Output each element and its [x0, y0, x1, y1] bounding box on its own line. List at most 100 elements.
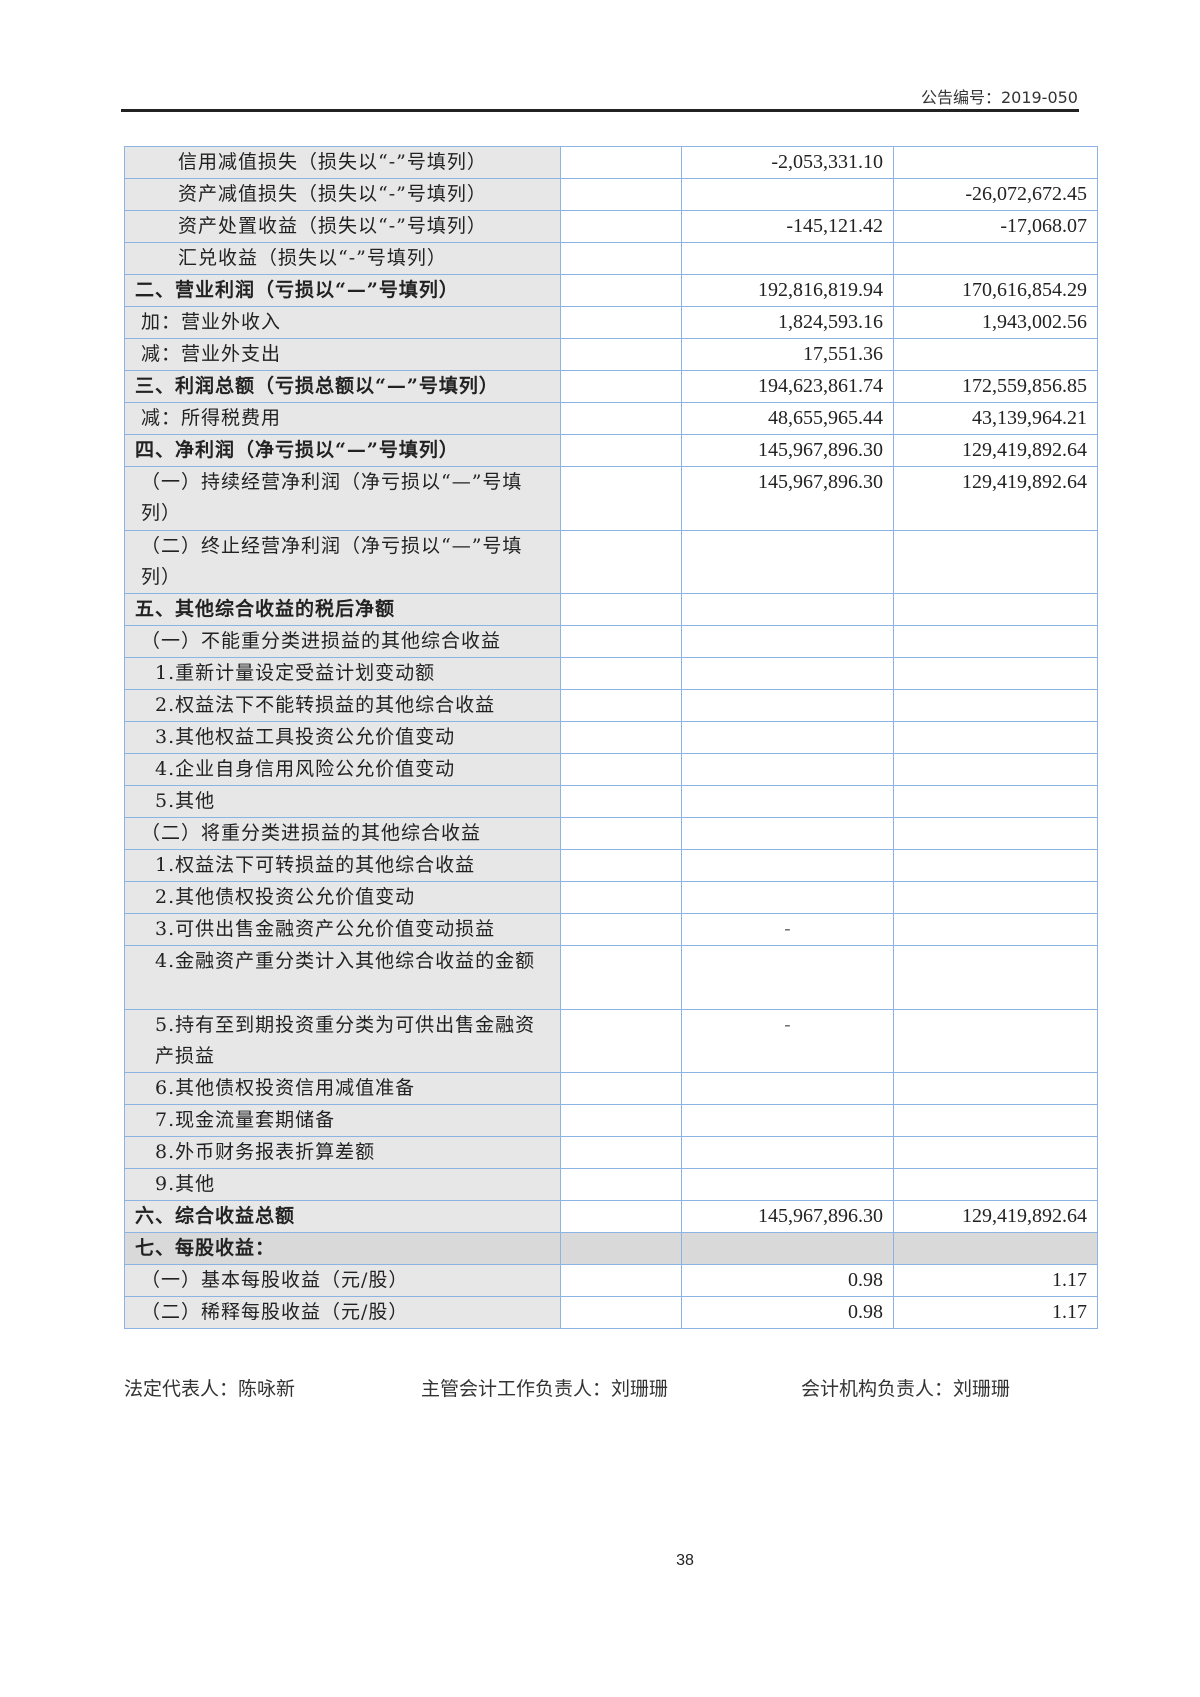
table-row: 汇兑收益（损失以“-”号填列） — [124, 242, 1098, 275]
header-rule — [121, 109, 1079, 112]
prior-period-value — [893, 1168, 1098, 1202]
current-period-value: 194,623,861.74 — [681, 370, 894, 403]
accounting-head: 主管会计工作负责人：刘珊珊 — [421, 1378, 669, 1400]
row-label: 2.权益法下不能转损益的其他综合收益 — [124, 689, 561, 723]
current-period-value — [681, 1136, 894, 1170]
empty-cell — [560, 146, 682, 179]
empty-cell — [560, 210, 682, 243]
row-label: （二）稀释每股收益（元/股） — [124, 1296, 561, 1330]
row-label: 汇兑收益（损失以“-”号填列） — [124, 242, 561, 275]
table-row: 1.重新计量设定受益计划变动额 — [124, 657, 1098, 691]
current-period-value: 0.98 — [681, 1264, 894, 1298]
current-period-value — [681, 593, 894, 627]
empty-cell — [560, 1296, 682, 1330]
current-period-value: 0.98 — [681, 1296, 894, 1330]
current-period-value: 145,967,896.30 — [681, 466, 894, 531]
table-row: 二、营业利润（亏损以“—”号填列） 192,816,819.94 170,616,8… — [124, 274, 1098, 307]
table-row: 2.其他债权投资公允价值变动 — [124, 881, 1098, 915]
row-label: 资产处置收益（损失以“-”号填列） — [124, 210, 561, 243]
prior-period-value: -26,072,672.45 — [893, 178, 1098, 211]
empty-cell — [560, 689, 682, 723]
current-period-value — [681, 785, 894, 819]
current-period-value: 48,655,965.44 — [681, 402, 894, 435]
empty-cell — [560, 274, 682, 307]
current-period-value: 192,816,819.94 — [681, 274, 894, 307]
table-row: （一）持续经营净利润（净亏损以“—”号填列） 145,967,896.30 129,… — [124, 466, 1098, 531]
prior-period-value: 1.17 — [893, 1264, 1098, 1298]
table-row: 加：营业外收入 1,824,593.16 1,943,002.56 — [124, 306, 1098, 339]
table-row: 五、其他综合收益的税后净额 — [124, 593, 1098, 627]
prior-period-value: 129,419,892.64 — [893, 434, 1098, 467]
empty-cell — [560, 242, 682, 275]
row-label: 6.其他债权投资信用减值准备 — [124, 1072, 561, 1106]
page-number: 38 — [676, 1552, 694, 1569]
prior-period-value — [893, 242, 1098, 275]
row-label: 5.持有至到期投资重分类为可供出售金融资产损益 — [124, 1008, 561, 1074]
current-period-value — [681, 529, 894, 595]
empty-cell — [560, 338, 682, 371]
empty-cell — [560, 434, 682, 467]
prior-period-value: 43,139,964.21 — [893, 402, 1098, 435]
row-label: 四、净利润（净亏损以“—”号填列） — [124, 434, 561, 467]
empty-cell — [560, 881, 682, 915]
current-period-value — [681, 625, 894, 659]
row-label: 4.企业自身信用风险公允价值变动 — [124, 753, 561, 787]
row-label: 1.权益法下可转损益的其他综合收益 — [124, 849, 561, 883]
prior-period-value: 129,419,892.64 — [893, 466, 1098, 531]
prior-period-value — [893, 881, 1098, 915]
table-row: 四、净利润（净亏损以“—”号填列） 145,967,896.30 129,419,8… — [124, 434, 1098, 467]
empty-cell — [560, 817, 682, 851]
prior-period-value — [893, 689, 1098, 723]
current-period-value — [681, 689, 894, 723]
row-label: 三、利润总额（亏损总额以“—”号填列） — [124, 370, 561, 403]
accounting-org-head: 会计机构负责人：刘珊珊 — [801, 1378, 1011, 1400]
current-period-value: -145,121.42 — [681, 210, 894, 243]
current-period-value — [681, 657, 894, 691]
prior-period-value: 129,419,892.64 — [893, 1200, 1098, 1234]
empty-cell — [560, 657, 682, 691]
empty-cell — [560, 466, 682, 531]
table-row: 6.其他债权投资信用减值准备 — [124, 1072, 1098, 1106]
current-period-value — [681, 817, 894, 851]
row-label: 9.其他 — [124, 1168, 561, 1202]
table-row: 六、综合收益总额 145,967,896.30 129,419,892.64 — [124, 1200, 1098, 1234]
prior-period-value — [893, 849, 1098, 883]
table-row: 3.其他权益工具投资公允价值变动 — [124, 721, 1098, 755]
row-label: 资产减值损失（损失以“-”号填列） — [124, 178, 561, 211]
row-label: （二）终止经营净利润（净亏损以“—”号填列） — [124, 529, 561, 595]
table-row: （二）将重分类进损益的其他综合收益 — [124, 817, 1098, 851]
empty-cell — [560, 913, 682, 947]
prior-period-value — [893, 945, 1098, 1010]
current-period-value — [681, 753, 894, 787]
prior-period-value — [893, 338, 1098, 371]
current-period-value — [681, 1072, 894, 1106]
table-row: 三、利润总额（亏损总额以“—”号填列） 194,623,861.74 172,559… — [124, 370, 1098, 403]
row-label: 1.重新计量设定受益计划变动额 — [124, 657, 561, 691]
row-label: 七、每股收益： — [124, 1232, 561, 1266]
empty-cell — [560, 625, 682, 659]
empty-cell — [560, 593, 682, 627]
empty-cell — [560, 945, 682, 1010]
current-period-value: - — [681, 1008, 894, 1074]
empty-cell — [560, 1072, 682, 1106]
empty-cell — [560, 178, 682, 211]
empty-cell — [560, 1008, 682, 1074]
empty-cell — [560, 1136, 682, 1170]
prior-period-value — [893, 785, 1098, 819]
current-period-value — [681, 849, 894, 883]
table-row: 9.其他 — [124, 1168, 1098, 1202]
table-row: 七、每股收益： — [124, 1232, 1098, 1266]
table-row: 8.外币财务报表折算差额 — [124, 1136, 1098, 1170]
table-row: （一）基本每股收益（元/股） 0.98 1.17 — [124, 1264, 1098, 1298]
prior-period-value — [893, 529, 1098, 595]
row-label: 8.外币财务报表折算差额 — [124, 1136, 561, 1170]
prior-period-value — [893, 913, 1098, 947]
row-label: （一）不能重分类进损益的其他综合收益 — [124, 625, 561, 659]
empty-cell — [560, 1200, 682, 1234]
row-label: 减：营业外支出 — [124, 338, 561, 371]
prior-period-value — [893, 657, 1098, 691]
prior-period-value — [893, 753, 1098, 787]
prior-period-value: 172,559,856.85 — [893, 370, 1098, 403]
current-period-value — [681, 945, 894, 1010]
current-period-value: 17,551.36 — [681, 338, 894, 371]
